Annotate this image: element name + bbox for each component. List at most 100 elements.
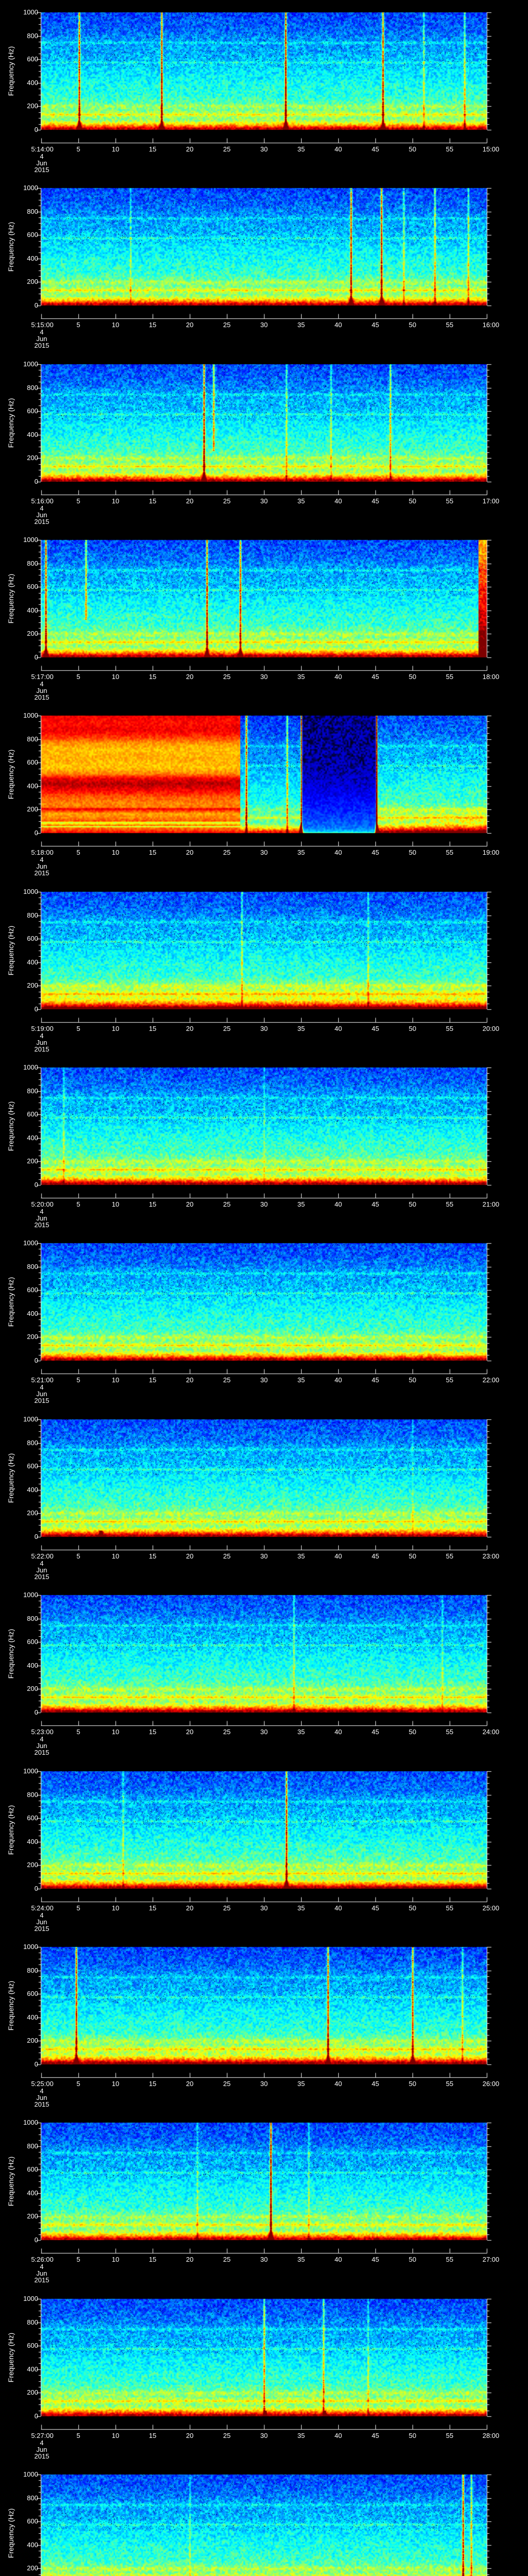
x-tick-label: 50 — [408, 1376, 417, 1384]
date-label: 4 — [40, 2439, 44, 2447]
y-tick-label: 800 — [27, 2142, 38, 2150]
x-tick-label: 30 — [260, 1904, 268, 1912]
date-label: 4 — [40, 1911, 44, 1919]
x-tick-label: 15 — [148, 2080, 157, 2088]
y-tick-label: 200 — [27, 1509, 38, 1517]
y-tick-label: 1000 — [23, 1415, 38, 1423]
x-tick-label: 55 — [446, 1376, 454, 1384]
x-tick-label: 35 — [297, 1552, 305, 1560]
x-tick-label: 20 — [186, 2256, 194, 2263]
date-label: 2015 — [34, 518, 50, 526]
date-label: 2015 — [34, 869, 50, 877]
x-tick-label: 5 — [76, 2432, 80, 2439]
date-label: 4 — [40, 2263, 44, 2270]
y-tick-label: 400 — [27, 958, 38, 966]
y-axis-title: Frequency (Hz) — [7, 2332, 15, 2383]
x-tick-label: 20 — [186, 1552, 194, 1560]
y-tick-label: 200 — [27, 1333, 38, 1341]
y-tick-label: 200 — [27, 1861, 38, 1869]
y-tick-label: 800 — [27, 207, 38, 215]
y-tick-label: 1000 — [23, 1239, 38, 1247]
date-label: Jun — [36, 687, 47, 694]
y-tick-label: 600 — [27, 1990, 38, 1998]
y-tick-label: 1000 — [23, 184, 38, 192]
x-tick-label: 55 — [446, 1728, 454, 1736]
x-tick-label: 50 — [408, 1728, 417, 1736]
date-label: 2015 — [34, 1573, 50, 1581]
x-tick-label: 30 — [260, 2256, 268, 2263]
y-tick-label: 0 — [34, 2060, 38, 2068]
panel-start-time: 5:14:00 — [31, 145, 54, 153]
x-tick-label: 50 — [408, 1552, 417, 1560]
x-tick-label: 40 — [334, 497, 342, 505]
y-tick-label: 400 — [27, 1661, 38, 1669]
y-tick-label: 800 — [27, 1438, 38, 1447]
x-tick-label: 10 — [111, 1552, 120, 1560]
date-label: Jun — [36, 1918, 47, 1926]
x-tick-label: 10 — [111, 1904, 120, 1912]
y-axis-title: Frequency (Hz) — [7, 573, 15, 624]
x-tick-label: 45 — [371, 673, 380, 681]
y-axis-title: Frequency (Hz) — [7, 1101, 15, 1151]
y-tick-label: 400 — [27, 1485, 38, 1494]
y-tick-label: 1000 — [23, 2295, 38, 2302]
x-tick-label: 40 — [334, 1200, 342, 1208]
panel-end-time: 25:00 — [482, 1904, 500, 1912]
y-tick-label: 600 — [27, 935, 38, 943]
x-tick-label: 5 — [76, 1200, 80, 1208]
y-tick-label: 600 — [27, 1638, 38, 1646]
x-tick-label: 15 — [148, 1728, 157, 1736]
x-tick-label: 5 — [76, 145, 80, 153]
x-tick-label: 40 — [334, 1728, 342, 1736]
panel-start-time: 5:23:00 — [31, 1728, 54, 1736]
panel-start-time: 5:27:00 — [31, 2432, 54, 2439]
x-tick-label: 45 — [371, 1728, 380, 1736]
x-tick-label: 35 — [297, 145, 305, 153]
y-tick-label: 800 — [27, 1087, 38, 1095]
x-tick-label: 30 — [260, 849, 268, 856]
x-tick-label: 55 — [446, 673, 454, 681]
panel-start-time: 5:17:00 — [31, 673, 54, 681]
y-tick-label: 1000 — [23, 360, 38, 368]
x-tick-label: 35 — [297, 1904, 305, 1912]
date-label: 4 — [40, 328, 44, 336]
y-tick-label: 600 — [27, 1462, 38, 1470]
x-tick-label: 10 — [111, 1376, 120, 1384]
y-tick-label: 800 — [27, 2494, 38, 2502]
y-tick-label: 0 — [34, 1708, 38, 1716]
panel-start-time: 5:18:00 — [31, 849, 54, 856]
x-tick-label: 10 — [111, 2080, 120, 2088]
panel-end-time: 24:00 — [482, 1728, 500, 1736]
x-tick-label: 45 — [371, 849, 380, 856]
x-tick-label: 20 — [186, 1728, 194, 1736]
panel-end-time: 16:00 — [482, 321, 500, 329]
date-label: 4 — [40, 1208, 44, 1215]
x-tick-label: 10 — [111, 1728, 120, 1736]
x-tick-label: 40 — [334, 321, 342, 329]
panel-end-time: 23:00 — [482, 1552, 500, 1560]
y-tick-label: 200 — [27, 1157, 38, 1165]
panel-end-time: 28:00 — [482, 2432, 500, 2439]
y-tick-label: 1000 — [23, 536, 38, 544]
x-tick-label: 35 — [297, 1025, 305, 1032]
x-tick-label: 20 — [186, 1025, 194, 1032]
date-label: 2015 — [34, 2276, 50, 2284]
panel-start-time: 5:16:00 — [31, 497, 54, 505]
x-tick-label: 55 — [446, 849, 454, 856]
y-tick-label: 200 — [27, 630, 38, 638]
y-tick-label: 800 — [27, 31, 38, 40]
x-tick-label: 35 — [297, 2256, 305, 2263]
x-tick-label: 10 — [111, 2256, 120, 2263]
date-label: 2015 — [34, 1045, 50, 1053]
y-tick-label: 400 — [27, 78, 38, 87]
panel-start-time: 5:15:00 — [31, 321, 54, 329]
y-tick-label: 600 — [27, 1286, 38, 1294]
x-tick-label: 25 — [223, 2080, 231, 2088]
x-tick-label: 15 — [148, 497, 157, 505]
panel-end-time: 26:00 — [482, 2080, 500, 2088]
x-tick-label: 20 — [186, 145, 194, 153]
date-label: 2015 — [34, 1749, 50, 1756]
x-tick-label: 15 — [148, 145, 157, 153]
x-tick-label: 10 — [111, 497, 120, 505]
x-tick-label: 20 — [186, 321, 194, 329]
